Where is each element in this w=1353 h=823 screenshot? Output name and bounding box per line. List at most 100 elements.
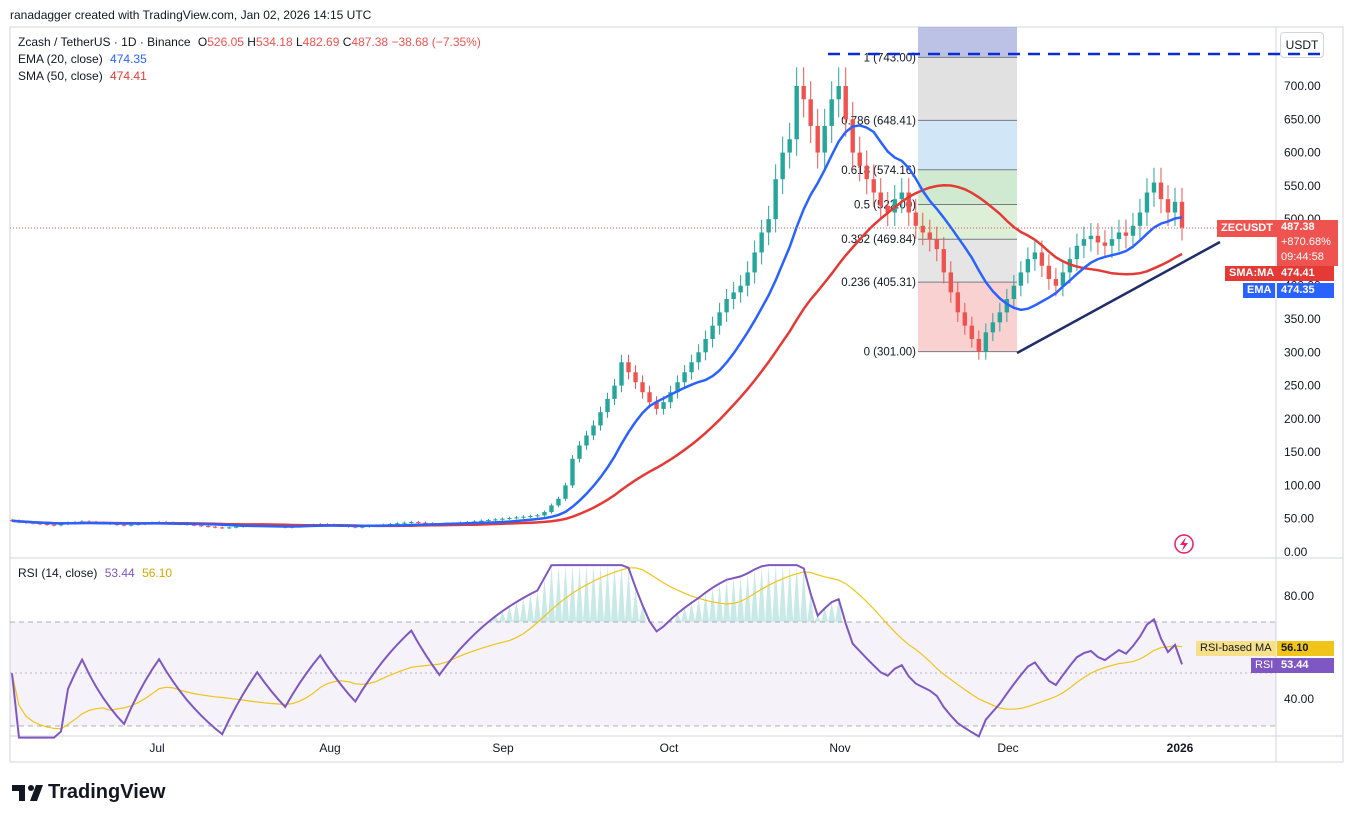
rsi-legend[interactable]: RSI (14, close) 53.44 56.10 <box>18 566 172 580</box>
ohlc-high-label: H <box>247 35 256 49</box>
candle-body <box>1109 239 1115 246</box>
candle-body <box>1081 239 1087 246</box>
candle-body <box>191 524 197 526</box>
fib-top-zone <box>918 27 1017 58</box>
fibonacci-retracement[interactable]: 1 (743.00)0.786 (648.41)0.618 (574.16)0.… <box>841 27 1017 359</box>
fib-zone-band <box>918 57 1017 121</box>
candle-body <box>787 139 792 153</box>
ema-20-line <box>11 124 1183 528</box>
tradingview-logo-icon <box>12 785 43 801</box>
candle-body <box>556 498 561 506</box>
fib-zone-band <box>918 239 1017 283</box>
price-axis[interactable]: 700.00650.00600.00550.00500.00450.00400.… <box>1284 79 1321 559</box>
ema-legend-value: 474.35 <box>110 52 147 66</box>
time-tick-label: Oct <box>660 741 679 755</box>
candle-body <box>773 179 778 220</box>
candle-body <box>745 272 750 286</box>
sma-legend-value: 474.41 <box>110 69 147 83</box>
rsi-legend-value: 53.44 <box>104 566 135 580</box>
candle-body <box>738 285 743 293</box>
candle-body <box>941 249 946 273</box>
candle-body <box>549 505 554 513</box>
candle-body <box>1144 192 1150 213</box>
price-tick-label: 100.00 <box>1284 478 1321 492</box>
candle-body <box>1074 245 1080 260</box>
sma-legend-label: SMA (50, close) <box>18 69 103 83</box>
candle-body <box>507 518 512 520</box>
ohlc-close-label: C <box>342 35 352 49</box>
ascending-trendline[interactable] <box>1016 240 1221 355</box>
candle-body <box>759 232 764 253</box>
currency-button[interactable]: USDT <box>1280 32 1324 58</box>
candle-body <box>990 322 996 333</box>
candle-body <box>121 524 127 526</box>
candle-body <box>871 179 876 193</box>
candle-body <box>1095 235 1101 243</box>
candle-body <box>920 225 925 233</box>
time-tick-label: Dec <box>997 741 1018 755</box>
candle-body <box>500 518 505 520</box>
fib-zone-band <box>918 120 1017 170</box>
fib-level-label: 0.382 (469.84) <box>841 234 916 246</box>
candle-body <box>1032 252 1038 260</box>
candle-body <box>927 232 932 240</box>
credit-line: ranadagger created with TradingView.com,… <box>10 8 372 22</box>
candle-body <box>843 86 848 120</box>
time-tick-label: Sep <box>492 741 514 755</box>
candle-body <box>815 125 820 153</box>
candle-body <box>205 526 211 528</box>
candle-body <box>626 362 631 373</box>
candle-body <box>822 125 827 153</box>
symbol-price-tag: ZECUSDT <box>1217 220 1277 237</box>
ohlc-low: 482.69 <box>302 35 340 49</box>
candle-body <box>1151 182 1157 193</box>
candle-body <box>997 312 1003 323</box>
candle-body <box>570 458 575 486</box>
price-tick-label: 250.00 <box>1284 379 1321 393</box>
candle-body <box>878 192 883 206</box>
candle-body <box>976 338 982 352</box>
symbol-legend[interactable]: Zcash / TetherUS · 1D · Binance O526.05 … <box>18 35 481 49</box>
candle-body <box>717 312 722 326</box>
candle-body <box>514 517 519 519</box>
rsi-ma-line <box>11 567 1183 730</box>
time-axis[interactable]: Jul Aug Sep Oct Nov Dec 2026 <box>149 741 1193 755</box>
candle-body <box>1158 182 1164 200</box>
rsi-ma-legend-value: 56.10 <box>142 566 173 580</box>
fib-zone-band <box>918 282 1017 352</box>
candle-body <box>731 292 736 300</box>
rsi-band <box>10 622 1276 726</box>
candle-body <box>542 512 547 516</box>
chart-frame <box>9 26 1344 763</box>
candle-body <box>780 152 785 180</box>
ohlc-low-label: L <box>295 35 303 49</box>
candle-body <box>948 272 954 293</box>
ema-legend[interactable]: EMA (20, close) 474.35 <box>18 52 147 66</box>
candle-body <box>1053 279 1059 286</box>
rsi-tick-label: 40.00 <box>1284 692 1314 706</box>
candle-body <box>801 86 806 100</box>
candle-body <box>857 152 862 166</box>
rsi-axis[interactable]: 80.00 40.00 <box>1284 589 1314 706</box>
candle-body <box>128 524 134 526</box>
candle-body <box>51 524 57 526</box>
symbol-title[interactable]: Zcash / TetherUS · 1D · Binance <box>18 35 191 49</box>
candle-body <box>710 325 715 339</box>
candle-body <box>1088 235 1094 240</box>
candle-body <box>528 516 533 518</box>
candle-body <box>794 86 799 140</box>
price-tick-label: 350.00 <box>1284 312 1321 326</box>
candle-body <box>668 392 673 403</box>
sma-legend[interactable]: SMA (50, close) 474.41 <box>18 69 147 83</box>
candle-body <box>44 524 50 526</box>
candle-body <box>955 292 961 313</box>
candle-body <box>1137 212 1143 226</box>
alert-bolt-icon[interactable] <box>1174 534 1194 554</box>
price-tick-label: 150.00 <box>1284 445 1321 459</box>
time-tick-label: 2026 <box>1167 741 1194 755</box>
ema-axis-tag-label: EMA <box>1243 283 1276 298</box>
candle-body <box>752 252 757 273</box>
candle-body <box>9 520 15 522</box>
candle-body <box>212 526 218 528</box>
